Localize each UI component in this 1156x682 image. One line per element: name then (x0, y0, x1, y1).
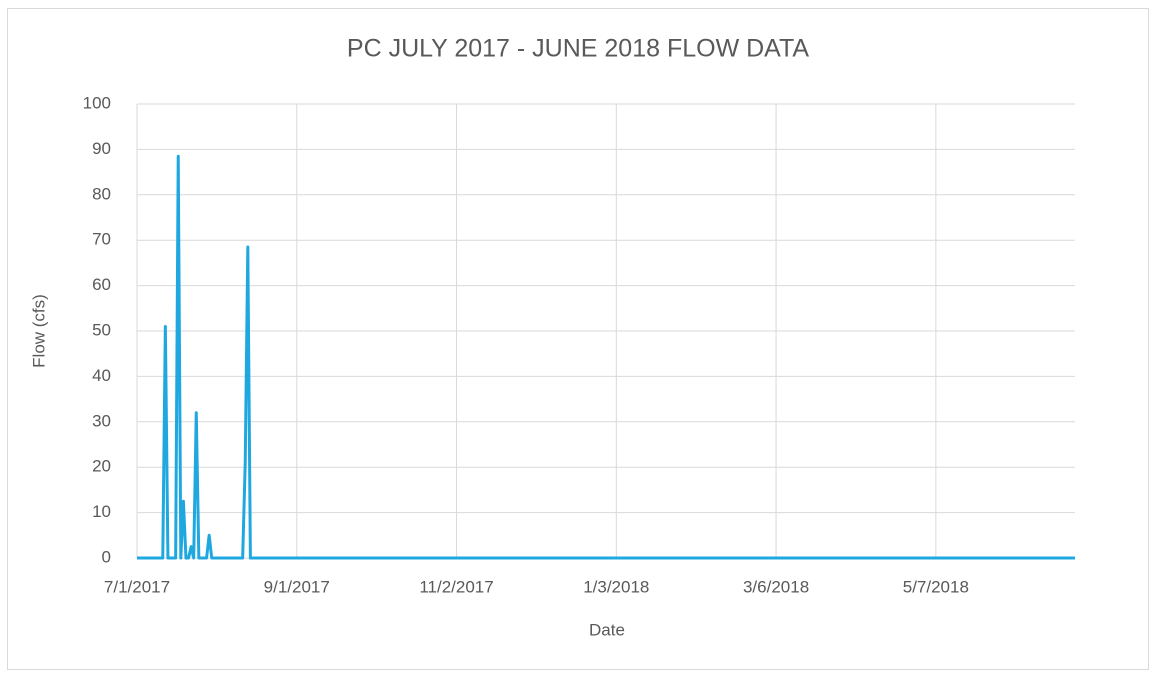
x-tick-label: 7/1/2017 (104, 577, 170, 596)
y-tick-label: 40 (92, 366, 111, 385)
y-tick-label: 80 (92, 184, 111, 203)
x-axis-label: Date (589, 620, 625, 639)
x-tick-label: 5/7/2018 (903, 577, 969, 596)
y-tick-label: 10 (92, 502, 111, 521)
y-tick-label: 70 (92, 230, 111, 249)
y-tick-label: 20 (92, 457, 111, 476)
y-tick-label: 50 (92, 320, 111, 339)
y-tick-label: 60 (92, 275, 111, 294)
x-tick-label: 3/6/2018 (743, 577, 809, 596)
y-tick-label: 90 (92, 139, 111, 158)
x-tick-label: 9/1/2017 (264, 577, 330, 596)
y-tick-label: 100 (83, 93, 111, 112)
x-tick-label: 11/2/2017 (419, 577, 493, 596)
y-axis-label: Flow (cfs) (29, 294, 48, 368)
x-tick-label: 1/3/2018 (583, 577, 649, 596)
flow-line (137, 154, 1075, 560)
y-tick-label: 0 (102, 547, 111, 566)
y-tick-label: 30 (92, 411, 111, 430)
chart-title: PC JULY 2017 - JUNE 2018 FLOW DATA (347, 35, 810, 63)
